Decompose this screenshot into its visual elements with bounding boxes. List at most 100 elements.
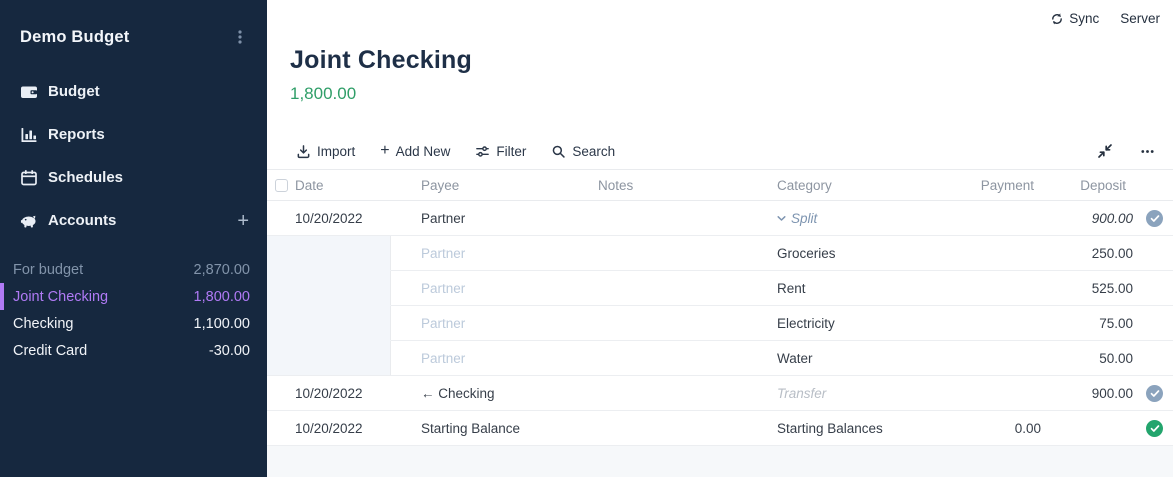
page-title: Joint Checking [290,46,472,74]
search-button[interactable]: Search [551,144,615,159]
sync-button[interactable]: Sync [1050,11,1099,26]
payee-cell[interactable]: Partner [391,341,588,376]
column-header-deposit: Deposit [1044,170,1136,201]
column-header-payment: Payment [950,170,1044,201]
notes-cell[interactable] [588,341,767,376]
category-cell[interactable]: Starting Balances [767,411,950,446]
row-select-cell[interactable] [267,376,295,411]
status-cell [1136,306,1173,341]
sidebar-item-schedules[interactable]: Schedules [0,156,267,199]
filter-label: Filter [496,143,527,159]
date-cell[interactable]: 10/20/2022 [295,411,391,446]
category-cell[interactable]: Split [767,201,950,236]
transaction-row[interactable]: 10/20/2022 ← Checking Transfer 900.00 [267,376,1173,411]
server-button[interactable]: Server [1120,11,1160,26]
notes-cell[interactable] [588,271,767,306]
date-cell[interactable]: 10/20/2022 [295,376,391,411]
status-cell [1136,271,1173,306]
notes-cell[interactable] [588,236,767,271]
payment-cell[interactable]: 0.00 [950,411,1044,446]
payee-cell[interactable]: Starting Balance [391,411,588,446]
row-select-cell[interactable] [267,271,295,306]
row-select-cell[interactable] [267,201,295,236]
date-cell[interactable] [295,306,391,341]
cleared-check-icon[interactable] [1146,384,1163,402]
filter-button[interactable]: Filter [475,144,526,159]
account-list-item[interactable]: Credit Card -30.00 [0,337,267,364]
account-list: For budget 2,870.00 Joint Checking 1,800… [0,256,267,364]
date-cell[interactable]: 10/20/2022 [295,201,391,236]
deposit-cell[interactable]: 50.00 [1044,341,1136,376]
category-cell[interactable]: Water [767,341,950,376]
payment-cell[interactable] [950,341,1044,376]
transaction-row[interactable]: Partner Groceries 250.00 [267,236,1173,271]
date-cell[interactable] [295,341,391,376]
sidebar-item-label: Budget [48,83,100,100]
payee-cell[interactable]: Partner [391,236,588,271]
category-value: Rent [777,280,806,296]
payment-cell[interactable] [950,236,1044,271]
search-label: Search [572,143,616,159]
select-all-checkbox[interactable] [275,178,288,192]
notes-cell[interactable] [588,376,767,411]
table-footer [267,446,1173,477]
sidebar-item-reports[interactable]: Reports [0,113,267,156]
payee-cell[interactable]: Partner [391,271,588,306]
deposit-cell[interactable]: 900.00 [1044,201,1136,236]
payee-cell[interactable]: Partner [391,306,588,341]
account-list-item[interactable]: For budget 2,870.00 [0,256,267,283]
payment-cell[interactable] [950,201,1044,236]
deposit-cell[interactable]: 75.00 [1044,306,1136,341]
cleared-check-icon[interactable] [1146,419,1163,437]
date-cell[interactable] [295,236,391,271]
payee-cell[interactable]: ← Checking [391,376,588,411]
transaction-row[interactable]: Partner Water 50.00 [267,341,1173,376]
deposit-value: 900.00 [1091,210,1133,226]
add-new-button[interactable]: + Add New [380,142,451,159]
notes-cell[interactable] [588,411,767,446]
ellipsis-menu-icon[interactable] [1140,144,1155,159]
budget-file-header[interactable]: Demo Budget [0,0,267,47]
payee-value: Partner [421,210,466,226]
sidebar-item-label: Accounts [48,212,117,229]
row-select-cell[interactable] [267,306,295,341]
deposit-cell[interactable] [1044,411,1136,446]
deposit-cell[interactable]: 525.00 [1044,271,1136,306]
category-cell[interactable]: Electricity [767,306,950,341]
payment-cell[interactable] [950,306,1044,341]
category-cell[interactable]: Transfer [767,376,950,411]
import-button[interactable]: Import [296,144,355,159]
account-balance: 1,100.00 [193,315,250,332]
payment-cell[interactable] [950,271,1044,306]
notes-cell[interactable] [588,201,767,236]
status-cell [1136,236,1173,271]
kebab-menu-icon[interactable] [229,27,251,47]
add-new-label: Add New [395,143,451,159]
notes-cell[interactable] [588,306,767,341]
chevron-down-icon [777,215,786,222]
account-list-item[interactable]: Joint Checking 1,800.00 [0,283,267,310]
row-select-cell[interactable] [267,341,295,376]
piggy-bank-icon [20,212,38,230]
deposit-cell[interactable]: 900.00 [1044,376,1136,411]
category-cell[interactable]: Rent [767,271,950,306]
date-cell[interactable] [295,271,391,306]
payment-cell[interactable] [950,376,1044,411]
transaction-row[interactable]: Partner Rent 525.00 [267,271,1173,306]
collapse-rows-icon[interactable] [1097,143,1113,159]
transaction-row[interactable]: 10/20/2022 Starting Balance Starting Bal… [267,411,1173,446]
cleared-check-icon[interactable] [1146,209,1163,227]
category-value: Transfer [777,385,827,401]
row-select-cell[interactable] [267,236,295,271]
add-account-button[interactable]: + [237,209,249,232]
transaction-row[interactable]: Partner Electricity 75.00 [267,306,1173,341]
sidebar-item-budget[interactable]: Budget [0,70,267,113]
account-list-item[interactable]: Checking 1,100.00 [0,310,267,337]
category-cell[interactable]: Groceries [767,236,950,271]
deposit-cell[interactable]: 250.00 [1044,236,1136,271]
row-select-cell[interactable] [267,411,295,446]
transactions-toolbar: Import + Add New Filter Search [267,133,1173,169]
transaction-row[interactable]: 10/20/2022 Partner Split 900.00 [267,201,1173,236]
payee-cell[interactable]: Partner [391,201,588,236]
sidebar-item-accounts[interactable]: Accounts + [0,199,267,242]
